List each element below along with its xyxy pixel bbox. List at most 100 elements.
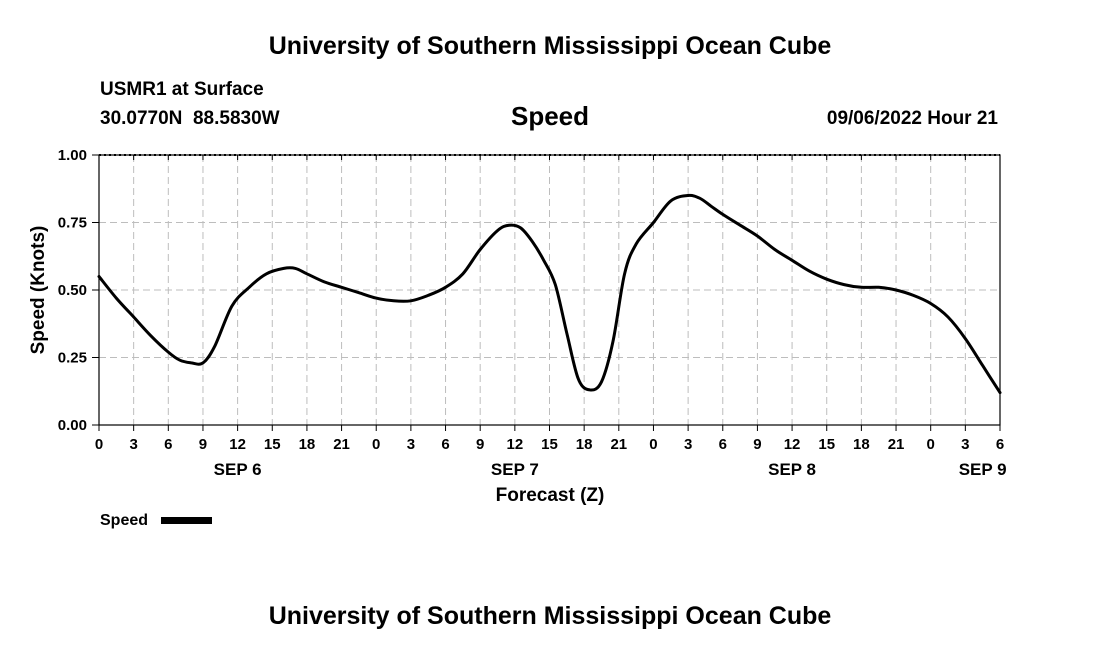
data-point [340, 286, 343, 289]
data-point [825, 278, 828, 281]
data-point [791, 259, 793, 262]
data-point [375, 297, 378, 299]
x-tick-label: 3 [129, 436, 137, 453]
data-point [444, 286, 447, 289]
x-tick-label: 0 [649, 436, 657, 453]
data-point [999, 391, 1001, 394]
x-tick-label: 21 [610, 436, 627, 453]
data-point [739, 224, 741, 226]
data-point [531, 240, 533, 243]
x-tick-label: 0 [95, 436, 103, 453]
legend: Speed [100, 512, 212, 529]
data-point [554, 283, 557, 286]
data-point [115, 297, 118, 299]
x-tick-label: 15 [264, 436, 281, 453]
data-point [843, 283, 845, 286]
day-label: SEP 8 [768, 460, 816, 479]
x-tick-label: 6 [996, 436, 1004, 453]
x-tick-label: 6 [719, 436, 727, 453]
x-tick-label: 0 [927, 436, 935, 453]
series-line-speed [97, 193, 1002, 395]
page-title: University of Southern Mississippi Ocean… [269, 32, 832, 60]
x-tick-label: 18 [299, 436, 316, 453]
station-label: USMR1 at Surface [100, 79, 264, 100]
data-point [808, 270, 811, 272]
data-point [600, 381, 603, 383]
x-tick-label: 6 [441, 436, 449, 453]
data-point [508, 224, 510, 226]
x-tick-label: 18 [853, 436, 870, 453]
data-point [774, 248, 776, 251]
data-point [710, 205, 712, 208]
data-point [623, 273, 626, 275]
data-point [687, 194, 689, 197]
y-tick-label: 1.00 [58, 147, 87, 164]
data-point [895, 289, 897, 291]
data-point [190, 362, 193, 364]
data-point [306, 273, 308, 275]
x-tick-label: 9 [476, 436, 484, 453]
x-tick-label: 21 [888, 436, 905, 453]
x-tick-label: 15 [541, 436, 558, 453]
data-point [167, 351, 170, 353]
data-point [542, 259, 545, 262]
timestamp-label: 09/06/2022 Hour 21 [827, 108, 999, 129]
data-point [929, 302, 932, 305]
legend-swatch [161, 517, 212, 524]
data-point [912, 294, 915, 297]
x-tick-label: 3 [407, 436, 415, 453]
x-axis-label: Forecast (Z) [496, 485, 605, 506]
data-point [358, 291, 360, 294]
y-tick-label: 0.75 [58, 215, 87, 232]
data-point [670, 200, 672, 202]
x-tick-label: 12 [507, 436, 524, 453]
day-label: SEP 7 [491, 460, 539, 479]
footer-title: University of Southern Mississippi Ocean… [269, 602, 832, 630]
data-point [283, 267, 285, 270]
data-point [577, 378, 580, 380]
data-point [964, 337, 967, 340]
series-marks [97, 193, 1002, 395]
data-point [213, 345, 216, 348]
data-point [519, 227, 522, 229]
x-tick-label: 9 [753, 436, 761, 453]
axis-ticks: 0 3 6 9 12 15 18 21 0 3 6 9 12 15 18 21 0 3 6 9 12 15 18 21 0 3 6 0… [58, 147, 1007, 479]
data-point [231, 305, 233, 308]
legend-label: Speed [100, 512, 148, 529]
y-tick-label: 0.00 [58, 417, 87, 434]
x-tick-label: 21 [333, 436, 350, 453]
data-point [612, 340, 614, 343]
x-tick-label: 9 [199, 436, 207, 453]
data-point [589, 389, 591, 391]
x-tick-label: 6 [164, 436, 172, 453]
data-point [323, 281, 326, 283]
x-tick-label: 15 [818, 436, 835, 453]
data-point [722, 213, 724, 216]
data-point [981, 364, 984, 367]
data-point [479, 248, 482, 251]
data-point [635, 243, 637, 245]
x-tick-label: 18 [576, 436, 593, 453]
data-point [265, 273, 268, 275]
day-label: SEP 6 [214, 460, 262, 479]
data-point [179, 359, 181, 362]
variable-title: Speed [511, 101, 589, 131]
x-tick-label: 12 [784, 436, 801, 453]
data-point [98, 275, 100, 278]
data-point [947, 316, 949, 318]
data-point [410, 300, 412, 302]
data-point [248, 286, 250, 289]
data-point [132, 316, 135, 318]
data-point [202, 362, 204, 364]
data-point [756, 235, 759, 237]
data-point [427, 294, 430, 297]
data-point [860, 286, 863, 289]
data-point [496, 229, 499, 232]
y-axis-label: Speed (Knots) [28, 226, 49, 355]
x-tick-label: 12 [229, 436, 246, 453]
y-tick-label: 0.50 [58, 282, 87, 299]
data-point [294, 267, 297, 270]
y-tick-label: 0.25 [58, 350, 87, 367]
grid [99, 154, 1000, 425]
